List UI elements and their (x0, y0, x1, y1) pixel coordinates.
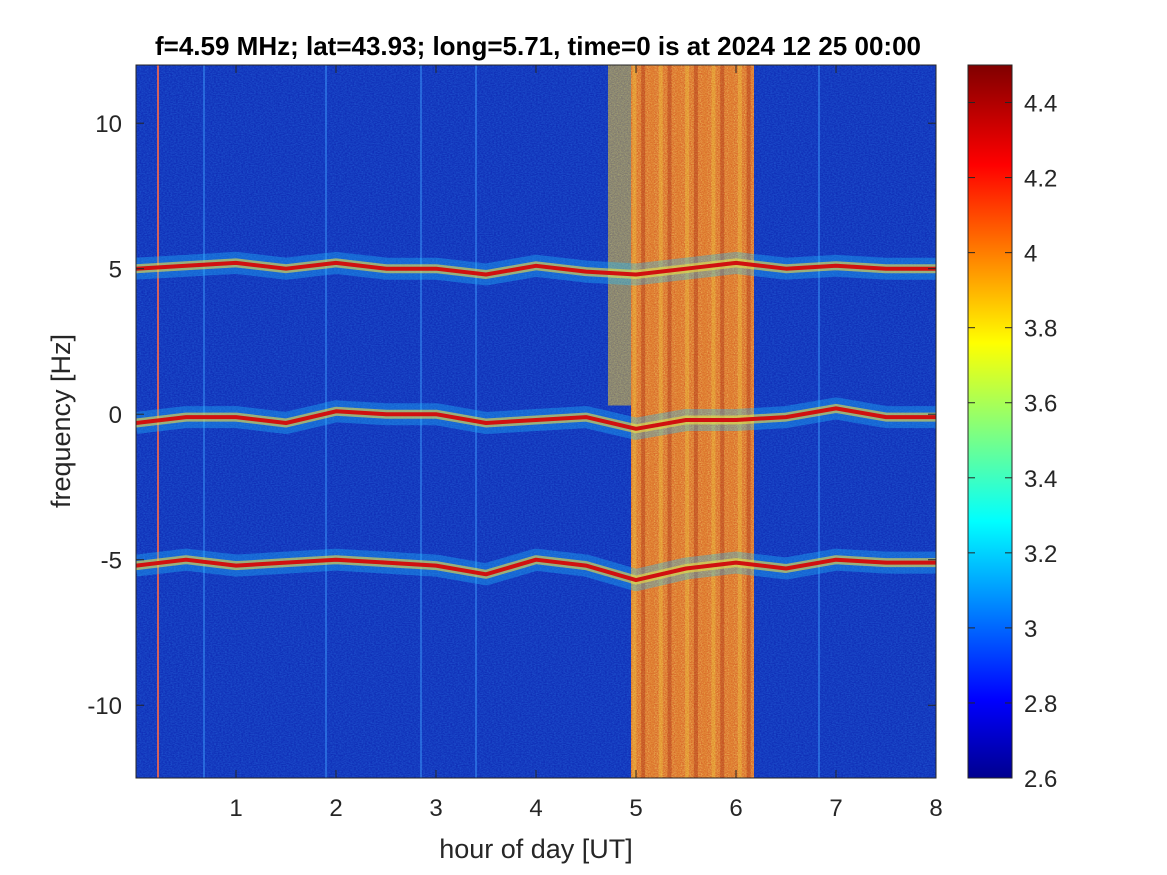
colorbar-ticks: 4.4 4.2 4 3.8 3.6 3.4 3.2 3 2.8 2.6 (968, 91, 1057, 793)
colorbar: 4.4 4.2 4 3.8 3.6 3.4 3.2 3 2.8 2.6 (967, 64, 1057, 793)
x-tick-label: 4 (529, 795, 542, 822)
colorbar-tick-label: 2.6 (1024, 766, 1057, 793)
band-stripe (641, 65, 646, 778)
chart-title: f=4.59 MHz; lat=43.93; long=5.71, time=0… (155, 31, 921, 61)
colorbar-tick-label: 3.4 (1024, 466, 1057, 493)
x-tick-label: 6 (729, 795, 742, 822)
y-axis: 10 5 0 -5 -10 (87, 111, 936, 720)
colorbar-tick-label: 3.6 (1024, 391, 1057, 418)
x-tick-label: 5 (629, 795, 642, 822)
colorbar-tick-label: 4 (1024, 241, 1037, 268)
step-region-noise (608, 65, 631, 406)
y-tick-label: 5 (109, 257, 122, 284)
marks-layer (136, 65, 936, 778)
x-axis-label: hour of day [UT] (439, 834, 633, 864)
x-tick-label: 8 (929, 795, 942, 822)
y-tick-label: -10 (87, 693, 122, 720)
colorbar-tick-label: 3 (1024, 616, 1037, 643)
colorbar-tick-label: 3.8 (1024, 316, 1057, 343)
y-tick-label: 0 (109, 402, 122, 429)
x-tick-label: 2 (329, 795, 342, 822)
spectrogram-plot-area (136, 65, 936, 778)
x-tick-label: 1 (229, 795, 242, 822)
trace-upper (136, 260, 936, 277)
x-axis: 1 2 3 4 5 6 7 8 (229, 65, 943, 822)
colorbar-tick-label: 3.2 (1024, 541, 1057, 568)
band-stripe (632, 65, 637, 778)
colorbar-tick-label: 2.8 (1024, 691, 1057, 718)
y-axis-label: frequency [Hz] (46, 334, 76, 508)
y-tick-label: 10 (95, 111, 122, 138)
x-tick-label: 7 (829, 795, 842, 822)
y-tick-label: -5 (101, 548, 122, 575)
colorbar-gradient (967, 64, 1013, 779)
trace-lower (136, 557, 936, 583)
trace-center (136, 406, 936, 431)
colorbar-tick-label: 4.2 (1024, 166, 1057, 193)
x-tick-label: 3 (429, 795, 442, 822)
colorbar-tick-label: 4.4 (1024, 91, 1057, 118)
